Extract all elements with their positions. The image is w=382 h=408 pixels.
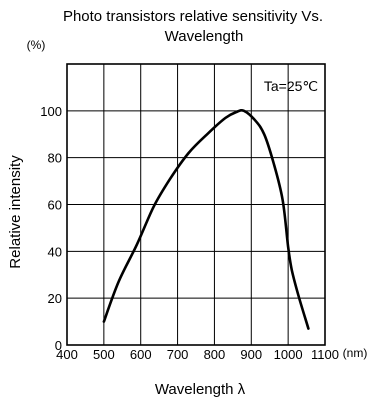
y-tick-label-5: 100 bbox=[40, 104, 62, 119]
x-tick-label-4: 800 bbox=[204, 347, 226, 362]
x-axis-unit: (nm) bbox=[343, 346, 368, 360]
grid-lines bbox=[67, 64, 325, 345]
x-tick-labels: 400 500 600 700 800 900 1000 1100 bbox=[56, 347, 339, 362]
plot-frame bbox=[66, 63, 326, 346]
x-axis-label: Wavelength λ bbox=[155, 381, 246, 398]
x-tick-label-2: 600 bbox=[130, 347, 152, 362]
y-tick-label-1: 20 bbox=[48, 291, 62, 306]
chart-title-line-2: Wavelength bbox=[165, 28, 244, 45]
y-tick-label-3: 60 bbox=[48, 198, 62, 213]
y-axis-unit: (%) bbox=[27, 38, 46, 52]
x-tick-label-0: 400 bbox=[56, 347, 78, 362]
x-tick-label-3: 700 bbox=[167, 347, 189, 362]
x-tick-label-5: 900 bbox=[240, 347, 262, 362]
x-tick-label-6: 1000 bbox=[274, 347, 303, 362]
series-line-sensitivity bbox=[102, 108, 310, 330]
x-tick-label-1: 500 bbox=[93, 347, 115, 362]
y-tick-label-0: 0 bbox=[55, 338, 62, 353]
chart-title-line-1: Photo transistors relative sensitivity V… bbox=[63, 8, 323, 25]
x-tick-label-7: 1100 bbox=[311, 347, 339, 362]
y-tick-labels: 0 20 40 60 80 100 bbox=[40, 104, 62, 353]
y-tick-label-4: 80 bbox=[48, 151, 62, 166]
y-tick-label-2: 40 bbox=[48, 244, 62, 259]
temperature-annotation: Ta=25℃ bbox=[264, 78, 318, 94]
y-axis-label: Relative intensity bbox=[7, 155, 24, 269]
